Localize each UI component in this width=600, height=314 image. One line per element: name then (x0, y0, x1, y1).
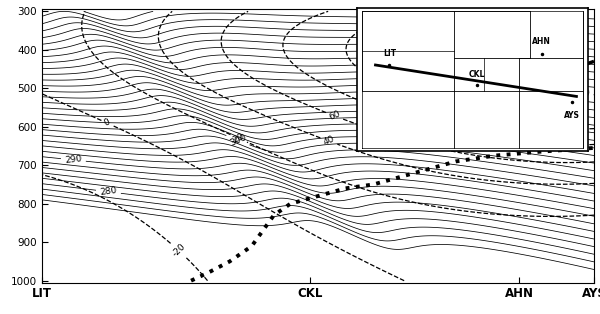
Text: 80: 80 (383, 106, 397, 118)
Text: 330: 330 (517, 47, 535, 57)
Text: 20: 20 (232, 132, 246, 145)
Text: 300: 300 (228, 133, 248, 148)
Text: -20: -20 (170, 242, 187, 259)
Text: 280: 280 (100, 186, 118, 197)
Text: 290: 290 (64, 154, 82, 165)
Text: 0: 0 (102, 117, 111, 128)
Text: 60: 60 (328, 110, 341, 122)
Text: 320: 320 (572, 88, 590, 99)
Text: CKL: CKL (469, 70, 485, 79)
Text: 100: 100 (409, 93, 428, 108)
Text: AYS: AYS (564, 111, 580, 120)
Text: 40: 40 (322, 135, 336, 147)
Text: LIT: LIT (383, 49, 396, 58)
Text: AHN: AHN (532, 37, 551, 46)
Text: 310: 310 (548, 122, 566, 134)
